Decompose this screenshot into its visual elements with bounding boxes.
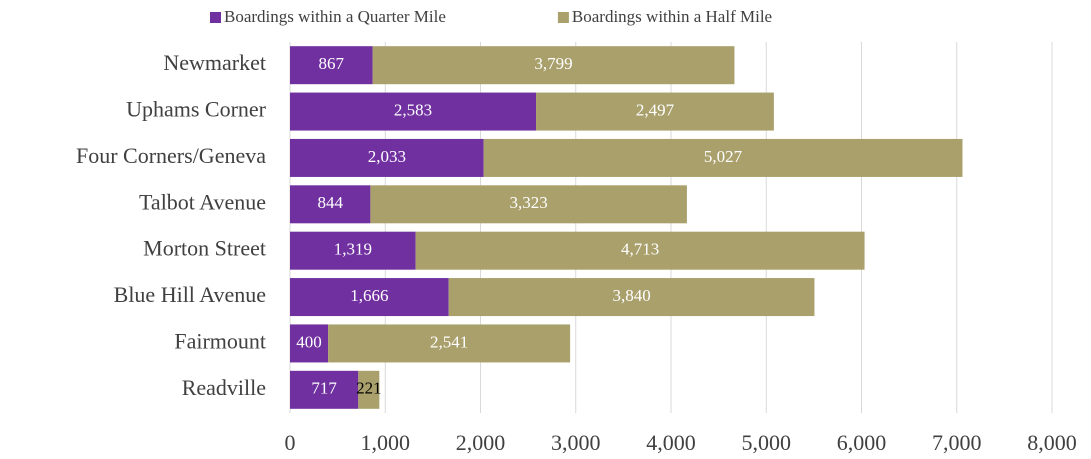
value-label: 221 — [356, 379, 382, 398]
value-label: 717 — [311, 379, 337, 398]
bar-segment — [328, 324, 571, 363]
x-tick-label: 7,000 — [932, 430, 982, 455]
y-tick-label: Blue Hill Avenue — [114, 282, 266, 307]
bar-segment — [290, 92, 537, 131]
y-tick-label: Morton Street — [143, 236, 266, 261]
legend-swatch — [210, 12, 221, 23]
x-tick-label: 8,000 — [1027, 430, 1077, 455]
value-label: 400 — [296, 332, 322, 351]
y-tick-label: Fairmount — [174, 328, 266, 353]
legend-label: Boardings within a Quarter Mile — [224, 7, 446, 26]
value-label: 3,799 — [534, 54, 572, 73]
bar-segment — [415, 231, 865, 270]
x-tick-label: 3,000 — [551, 430, 601, 455]
value-label: 1,319 — [334, 240, 372, 259]
bar-segment — [290, 278, 449, 317]
bar-segment — [290, 138, 484, 177]
x-tick-label: 6,000 — [837, 430, 887, 455]
value-label: 3,840 — [612, 286, 650, 305]
value-label: 867 — [319, 54, 345, 73]
bar-segment — [290, 185, 371, 224]
bar-segment — [290, 370, 359, 409]
y-tick-label: Talbot Avenue — [139, 189, 266, 214]
y-tick-label: Readville — [182, 375, 266, 400]
value-label: 4,713 — [621, 240, 659, 259]
x-tick-label: 5,000 — [742, 430, 792, 455]
value-label: 2,033 — [368, 147, 406, 166]
bar-segment — [536, 92, 774, 131]
y-tick-label: Four Corners/Geneva — [76, 143, 266, 168]
value-label: 2,583 — [394, 100, 432, 119]
bar-segment — [483, 138, 963, 177]
value-label: 5,027 — [704, 147, 743, 166]
bar-segment — [290, 231, 416, 270]
y-tick-label: Newmarket — [163, 50, 266, 75]
legend-swatch — [557, 12, 569, 23]
y-tick-label: Uphams Corner — [126, 97, 267, 122]
value-label: 3,323 — [510, 193, 548, 212]
bar-segment — [370, 185, 687, 224]
value-label: 2,497 — [636, 100, 675, 119]
bar-segment — [290, 324, 329, 363]
x-tick-label: 0 — [285, 430, 296, 455]
value-label: 844 — [317, 193, 343, 212]
bar-segment — [448, 278, 815, 317]
x-tick-label: 4,000 — [646, 430, 696, 455]
x-tick-label: 1,000 — [361, 430, 411, 455]
x-tick-label: 2,000 — [456, 430, 506, 455]
bar-segment — [372, 46, 735, 85]
value-label: 2,541 — [430, 332, 468, 351]
bar-segment — [358, 370, 380, 409]
value-label: 1,666 — [350, 286, 388, 305]
bar-segment — [290, 46, 373, 85]
legend-label: Boardings within a Half Mile — [572, 7, 772, 26]
